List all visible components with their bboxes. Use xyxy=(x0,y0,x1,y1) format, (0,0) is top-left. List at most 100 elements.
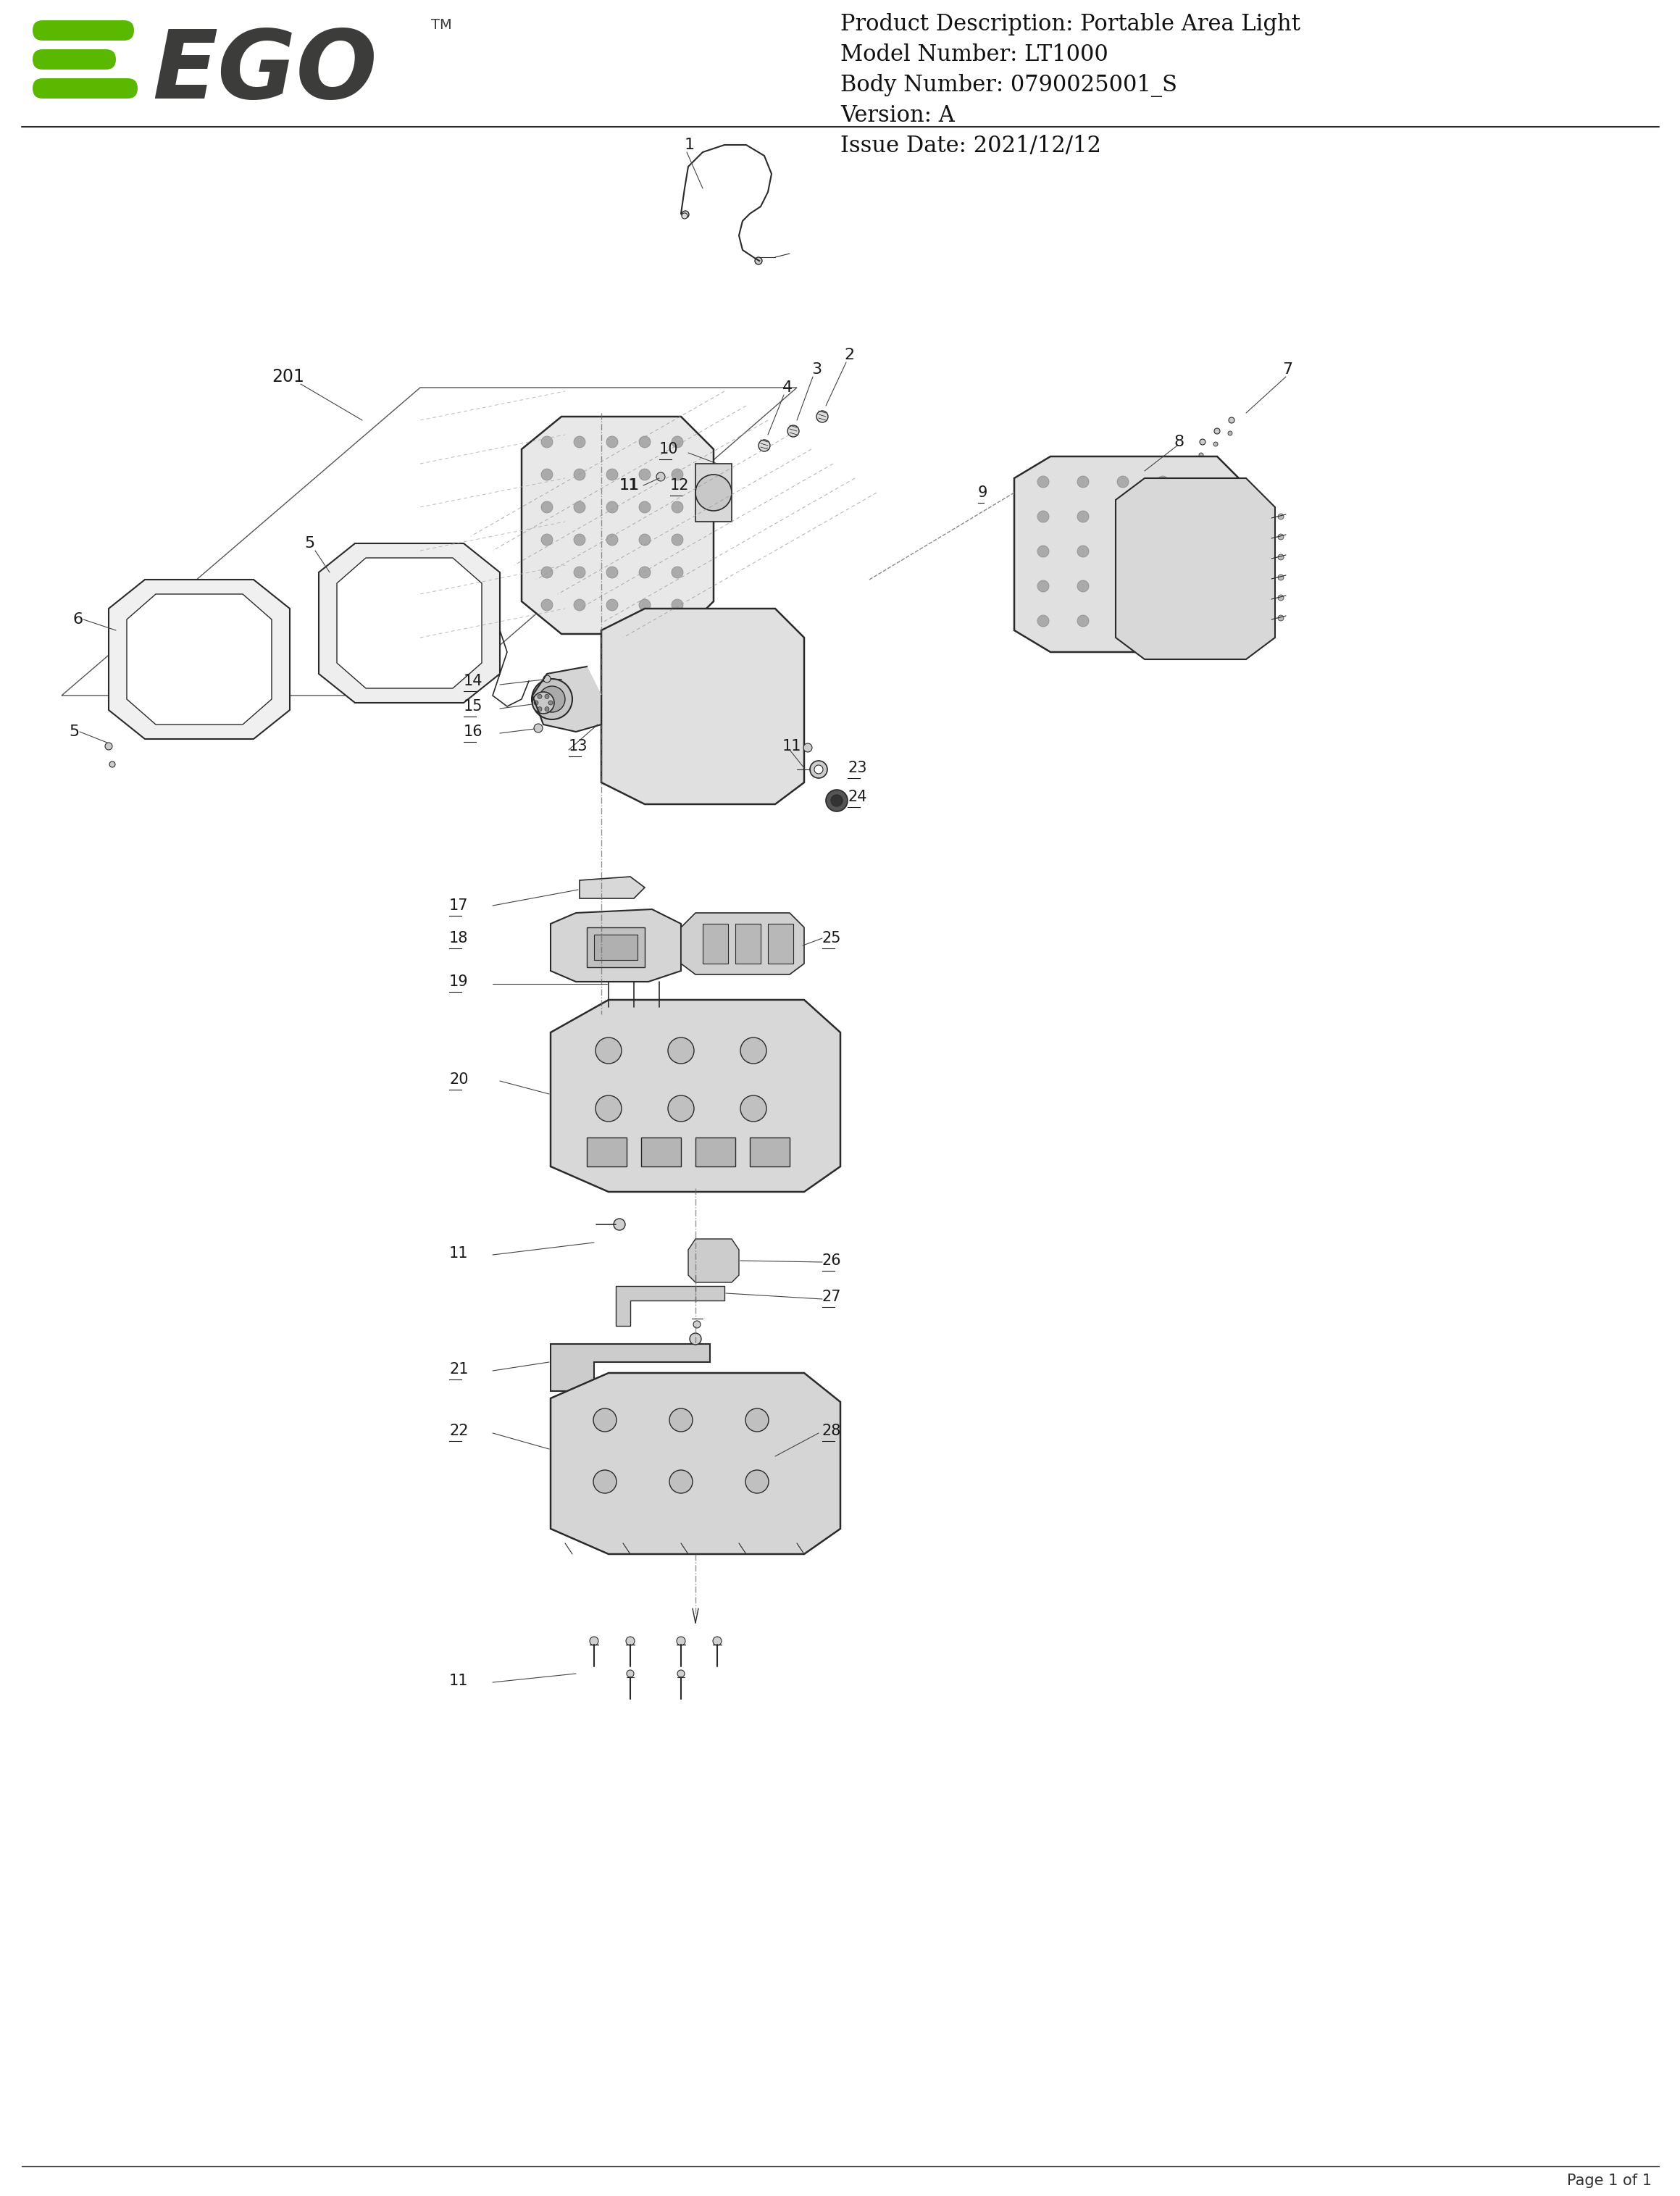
Circle shape xyxy=(638,567,650,578)
FancyBboxPatch shape xyxy=(32,79,138,99)
Text: 11: 11 xyxy=(620,479,640,492)
Circle shape xyxy=(541,567,553,578)
Polygon shape xyxy=(551,1372,840,1555)
Polygon shape xyxy=(1015,457,1247,652)
Circle shape xyxy=(638,468,650,481)
Circle shape xyxy=(1117,477,1129,488)
Circle shape xyxy=(1117,512,1129,523)
Circle shape xyxy=(672,600,684,610)
Text: 17: 17 xyxy=(449,898,469,914)
Circle shape xyxy=(606,567,618,578)
Circle shape xyxy=(1077,580,1089,593)
Circle shape xyxy=(638,501,650,514)
Circle shape xyxy=(816,411,828,422)
Circle shape xyxy=(741,1096,766,1122)
Polygon shape xyxy=(601,608,805,804)
Polygon shape xyxy=(580,876,645,898)
Circle shape xyxy=(606,501,618,514)
Circle shape xyxy=(1215,428,1220,435)
Text: Model Number: LT1000: Model Number: LT1000 xyxy=(840,44,1109,66)
Text: Issue Date: 2021/12/12: Issue Date: 2021/12/12 xyxy=(840,134,1100,158)
Circle shape xyxy=(1158,580,1169,593)
Text: 15: 15 xyxy=(464,698,482,714)
Circle shape xyxy=(1278,615,1284,621)
Circle shape xyxy=(672,437,684,448)
Text: Body Number: 0790025001_S: Body Number: 0790025001_S xyxy=(840,75,1178,97)
Text: 4: 4 xyxy=(783,380,793,395)
Polygon shape xyxy=(551,999,840,1192)
Circle shape xyxy=(696,474,732,512)
Polygon shape xyxy=(551,909,680,982)
Circle shape xyxy=(575,600,585,610)
Text: EGO: EGO xyxy=(153,26,378,119)
Bar xyxy=(586,927,645,966)
Text: 16: 16 xyxy=(464,725,482,740)
Polygon shape xyxy=(696,463,732,523)
Circle shape xyxy=(605,1008,612,1015)
Text: 18: 18 xyxy=(449,931,469,946)
Circle shape xyxy=(682,211,689,217)
Circle shape xyxy=(1158,545,1169,558)
Text: 201: 201 xyxy=(272,369,304,386)
Text: 22: 22 xyxy=(449,1423,469,1438)
Text: TM: TM xyxy=(432,18,452,33)
Circle shape xyxy=(534,701,538,705)
Circle shape xyxy=(541,501,553,514)
Circle shape xyxy=(109,762,116,766)
Circle shape xyxy=(575,501,585,514)
Text: 5: 5 xyxy=(304,536,314,551)
Polygon shape xyxy=(617,1287,724,1326)
FancyBboxPatch shape xyxy=(32,20,134,40)
Circle shape xyxy=(1038,615,1048,626)
Polygon shape xyxy=(521,417,714,635)
Text: 11: 11 xyxy=(449,1245,469,1261)
Circle shape xyxy=(541,600,553,610)
Circle shape xyxy=(638,437,650,448)
Bar xyxy=(586,1138,627,1166)
Circle shape xyxy=(613,1219,625,1230)
Circle shape xyxy=(746,1469,769,1493)
Bar xyxy=(642,1138,680,1166)
Polygon shape xyxy=(680,914,805,975)
Circle shape xyxy=(677,1669,685,1678)
Circle shape xyxy=(669,1096,694,1122)
Circle shape xyxy=(543,674,551,683)
Text: 11: 11 xyxy=(449,1673,469,1689)
Circle shape xyxy=(832,795,843,806)
Circle shape xyxy=(638,600,650,610)
Circle shape xyxy=(1228,430,1233,435)
Circle shape xyxy=(1038,545,1048,558)
Circle shape xyxy=(606,600,618,610)
Text: 1: 1 xyxy=(685,138,696,152)
Circle shape xyxy=(741,1037,766,1063)
Circle shape xyxy=(1213,441,1218,446)
Text: 9: 9 xyxy=(978,485,988,501)
Circle shape xyxy=(638,534,650,545)
Text: 12: 12 xyxy=(670,479,689,492)
Text: 11: 11 xyxy=(620,479,638,492)
Circle shape xyxy=(606,534,618,545)
Polygon shape xyxy=(551,1344,711,1390)
Text: 27: 27 xyxy=(822,1289,842,1304)
Circle shape xyxy=(1200,452,1203,457)
Circle shape xyxy=(595,1037,622,1063)
Circle shape xyxy=(630,1008,637,1015)
Text: 28: 28 xyxy=(822,1423,842,1438)
Circle shape xyxy=(1278,553,1284,560)
Text: 11: 11 xyxy=(783,740,801,753)
Circle shape xyxy=(672,468,684,481)
Circle shape xyxy=(590,1636,598,1645)
Polygon shape xyxy=(533,668,601,731)
Circle shape xyxy=(1278,534,1284,540)
Text: 24: 24 xyxy=(848,791,867,804)
Circle shape xyxy=(575,534,585,545)
Text: 23: 23 xyxy=(848,760,867,775)
Bar xyxy=(749,1138,790,1166)
Circle shape xyxy=(627,1669,633,1678)
Circle shape xyxy=(534,725,543,733)
Polygon shape xyxy=(338,558,482,687)
Circle shape xyxy=(1228,417,1235,424)
Circle shape xyxy=(1278,514,1284,520)
Circle shape xyxy=(533,692,554,714)
Text: 8: 8 xyxy=(1174,435,1184,450)
